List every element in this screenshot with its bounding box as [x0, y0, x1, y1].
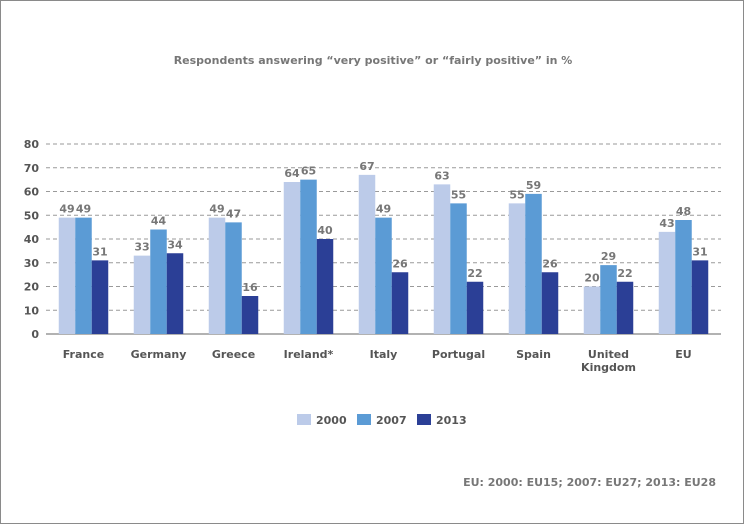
data-label: 49 — [376, 203, 391, 216]
data-label: 49 — [209, 203, 224, 216]
bar-2000-4 — [358, 174, 376, 334]
data-label: 67 — [359, 160, 374, 173]
data-label: 31 — [92, 245, 107, 258]
data-label: 63 — [434, 169, 449, 182]
y-tick-label: 40 — [24, 233, 40, 246]
bar-2013-4 — [391, 272, 409, 334]
data-label: 22 — [467, 267, 482, 280]
data-label: 16 — [242, 281, 258, 294]
data-label: 65 — [301, 165, 316, 178]
y-tick-label: 60 — [24, 186, 40, 199]
x-tick-label: Ireland* — [284, 348, 334, 361]
bar-2007-8 — [675, 220, 692, 334]
data-label: 59 — [526, 179, 541, 192]
x-tick-label: France — [63, 348, 104, 361]
bar-2013-3 — [316, 239, 334, 334]
bar-2007-0 — [75, 217, 92, 334]
bar-2000-3 — [283, 182, 301, 334]
x-tick-label: United Kingdom — [581, 348, 636, 374]
data-label: 22 — [617, 267, 632, 280]
y-tick-label: 20 — [24, 281, 40, 294]
bar-2000-5 — [433, 184, 451, 334]
legend-swatch-2013 — [417, 414, 431, 425]
bar-2007-7 — [600, 265, 617, 334]
y-tick-label: 50 — [24, 209, 40, 222]
data-label: 33 — [134, 241, 149, 254]
legend-label: 2007 — [376, 414, 407, 427]
x-tick-label: Portugal — [432, 348, 485, 361]
data-label: 29 — [601, 250, 616, 263]
bar-2013-7 — [616, 281, 634, 334]
bar-2013-2 — [241, 296, 259, 334]
x-tick-label: Spain — [516, 348, 551, 361]
chart-footnote: EU: 2000: EU15; 2007: EU27; 2013: EU28 — [463, 476, 716, 489]
legend-swatch-2007 — [357, 414, 371, 425]
y-tick-label: 70 — [24, 162, 40, 175]
data-label: 55 — [451, 188, 466, 201]
y-tick-label: 0 — [31, 328, 39, 341]
chart-title: Respondents answering “very positive” or… — [174, 54, 573, 67]
data-label: 20 — [584, 272, 600, 285]
legend-swatch-2000 — [297, 414, 311, 425]
bar-2000-2 — [208, 217, 226, 334]
data-label: 49 — [59, 203, 74, 216]
y-tick-label: 30 — [24, 257, 40, 270]
bar-2007-1 — [150, 229, 167, 334]
bar-2007-4 — [375, 217, 392, 334]
data-label: 49 — [76, 203, 91, 216]
data-label: 34 — [167, 238, 183, 251]
bar-2013-1 — [166, 253, 184, 334]
x-tick-label: Germany — [131, 348, 187, 361]
data-label: 55 — [509, 188, 524, 201]
data-label: 26 — [542, 257, 558, 270]
data-label: 26 — [392, 257, 408, 270]
data-label: 48 — [676, 205, 691, 218]
y-tick-label: 80 — [24, 138, 40, 151]
data-label: 40 — [317, 224, 333, 237]
bar-2013-6 — [541, 272, 559, 334]
data-label: 43 — [659, 217, 674, 230]
legend-label: 2013 — [436, 414, 467, 427]
data-label: 31 — [692, 245, 707, 258]
bar-2000-8 — [658, 231, 676, 334]
y-tick-label: 10 — [24, 304, 40, 317]
bar-2013-0 — [91, 260, 109, 334]
bar-2007-3 — [300, 179, 317, 334]
bar-2007-2 — [225, 222, 242, 334]
bar-2000-1 — [133, 255, 151, 334]
x-tick-label: Greece — [212, 348, 255, 361]
x-tick-label: EU — [675, 348, 691, 361]
bar-2007-5 — [450, 203, 467, 334]
legend-label: 2000 — [316, 414, 347, 427]
data-label: 47 — [226, 207, 241, 220]
bar-2013-8 — [691, 260, 709, 334]
bar-2000-6 — [508, 203, 526, 334]
bar-2007-6 — [525, 193, 542, 334]
x-tick-label: Italy — [370, 348, 398, 361]
bar-2000-0 — [58, 217, 76, 334]
bar-2013-5 — [466, 281, 484, 334]
data-label: 64 — [284, 167, 300, 180]
data-label: 44 — [151, 215, 167, 228]
bar-2000-7 — [583, 286, 601, 334]
